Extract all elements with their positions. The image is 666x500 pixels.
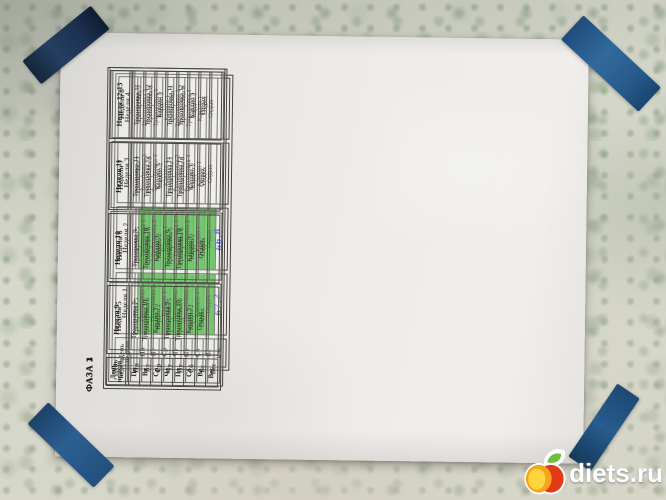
day-column: День недели Пн Вт Ср Чт Пт Сб Вс Вес [106, 357, 219, 388]
week-header-cell: Неделя 11 [109, 142, 130, 210]
apple-logo-icon [524, 449, 566, 495]
day-label-cell: Вес [205, 359, 218, 387]
week-column: Неделя 9 Тренировка 9 Тренировка 10 Кардио … [106, 285, 220, 356]
phase-label: ФАЗА 3 [83, 356, 95, 392]
weight-cell [205, 287, 219, 355]
day-label-cell: Вт [139, 358, 151, 386]
week-header-cell: Неделя 10 [108, 214, 129, 282]
day-label-cell: Вс [194, 359, 206, 387]
diets-ru-watermark: diets.ru [523, 449, 663, 496]
day-label-cell: Ср [150, 358, 162, 386]
week-header-cell: Неделя 12-13 [110, 71, 131, 139]
watermark-text: diets.ru [569, 457, 663, 488]
week-column: Неделя 12-13 Тренировка 11 Тренировка 12 Ка… [109, 70, 223, 141]
phase-sections: ФАЗА 1 День недели Пн Вт Ср Чт Пт Сб Вс Вес Неделя… [84, 65, 234, 395]
day-label-cell: Сб [183, 359, 195, 387]
day-label-cell: Чт [161, 358, 173, 386]
week-column: Неделя 11 Тренировка 11 Тренировка 12 Карди… [108, 141, 222, 213]
schedule-table: День недели Пн Вт Ср Чт Пт Сб Вс Вес Неделя 9 Трен… [103, 66, 226, 391]
paper-sheet: ФАЗА 1 День недели Пн Вт Ср Чт Пт Сб Вс Вес Неделя… [55, 32, 589, 464]
day-header-cell: День недели [107, 358, 127, 386]
weight-cell [208, 72, 222, 140]
day-label-cell: Пт [172, 358, 184, 387]
phase-section-3: ФАЗА 3 День недели Пн Вт Ср Чт Пт Сб Вс Вес Неделя… [84, 65, 226, 397]
week-column: Неделя 10 Тренировка 9 Тренировка 10 Кардио… [107, 213, 221, 284]
day-label-cell: Пн [128, 358, 140, 386]
weight-cell [207, 144, 221, 212]
week-header-cell: Неделя 9 [107, 286, 128, 354]
weight-cell [206, 215, 220, 283]
rotated-page: ФАЗА 1 День недели Пн Вт Ср Чт Пт Сб Вс Вес Неделя… [84, 65, 503, 401]
